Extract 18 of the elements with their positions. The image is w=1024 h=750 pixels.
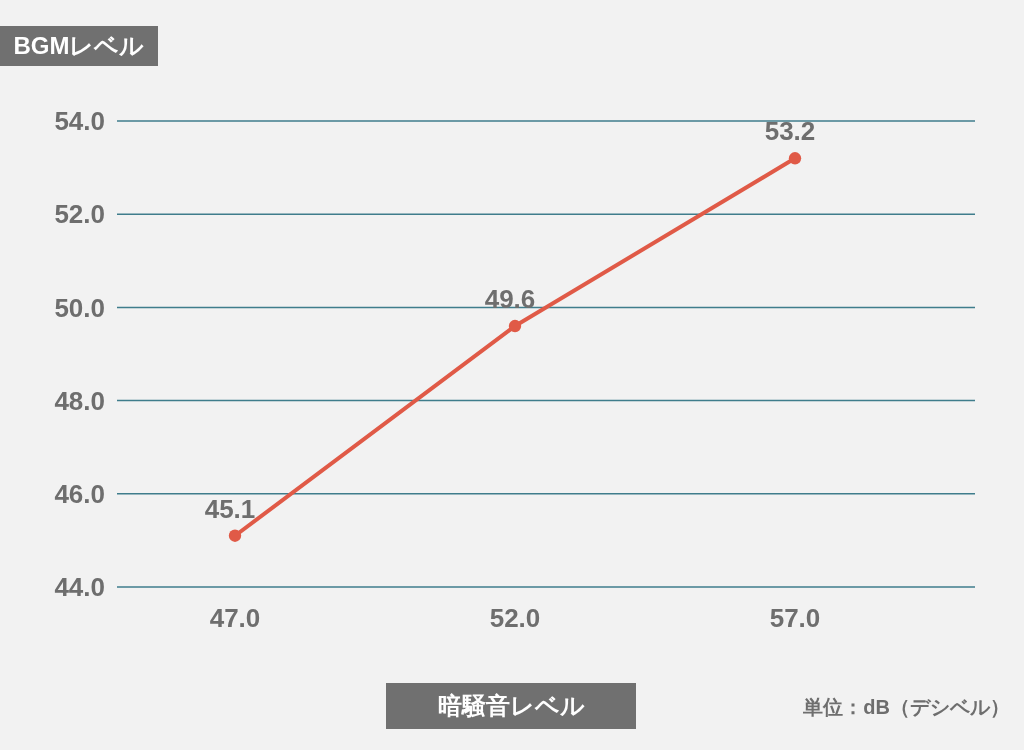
y-tick-label: 50.0 (54, 292, 105, 323)
y-tick-label: 48.0 (54, 385, 105, 416)
y-tick-label: 46.0 (54, 478, 105, 509)
y-axis-title: BGMレベル (13, 32, 145, 60)
x-tick-label: 52.0 (489, 603, 541, 633)
y-tick-label: 54.0 (54, 106, 105, 137)
point (788, 152, 802, 165)
x-tick-label: 47.0 (209, 603, 261, 633)
data-label: 49.6 (484, 284, 536, 315)
x-tick-label: 57.0 (769, 603, 821, 633)
x-axis-title: 暗騒音レベル (437, 692, 585, 720)
y-tick-label: 44.0 (54, 572, 105, 603)
data-label: 45.1 (204, 493, 256, 524)
point (508, 319, 522, 333)
y-tick-label: 52.0 (54, 199, 105, 230)
data-label: 53.2 (764, 116, 816, 147)
point (228, 529, 242, 542)
text: 単位：dB（デシベル） (802, 696, 1010, 718)
